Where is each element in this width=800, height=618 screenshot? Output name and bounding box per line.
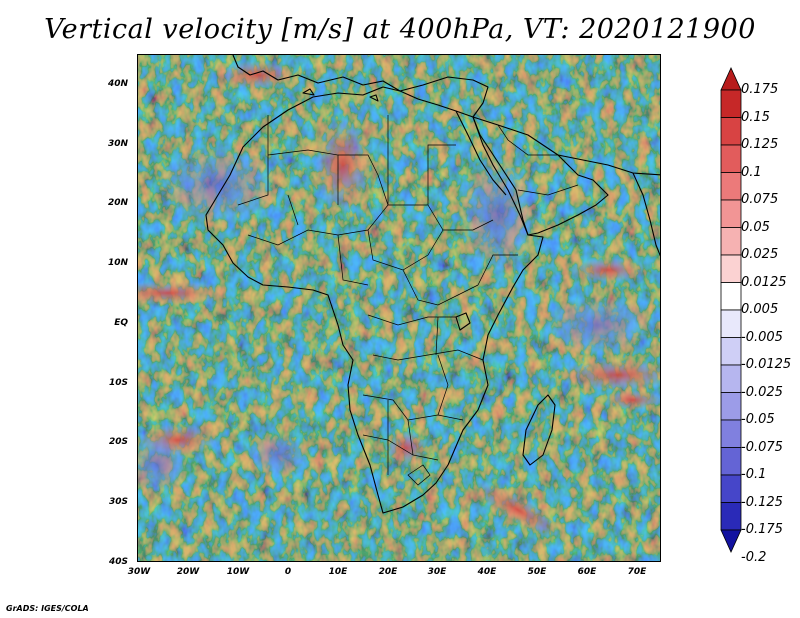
- colorbar-swatch: [720, 199, 742, 228]
- colorbar-swatch: [720, 474, 742, 503]
- colorbar-label: -0.2: [741, 549, 767, 565]
- downdraft-zone: [248, 433, 308, 477]
- lon-label-30w: 30W: [127, 567, 151, 577]
- updraft-zone: [138, 281, 228, 305]
- colorbar-swatch: [720, 309, 742, 338]
- map-title: Vertical velocity [m/s] at 400hPa, VT: 2…: [44, 14, 756, 45]
- iran-coastline: [557, 154, 660, 176]
- lon-label-0: 0: [284, 567, 292, 577]
- updraft-zone: [558, 359, 660, 391]
- map-panel[interactable]: [137, 54, 661, 562]
- vertical-velocity-field: [138, 55, 660, 561]
- colorbar-label: 0.1: [741, 164, 762, 180]
- colorbar-swatch: [720, 364, 742, 393]
- downdraft-zone: [458, 155, 538, 275]
- colorbar: [720, 67, 742, 553]
- colorbar-label: 0.025: [741, 247, 779, 262]
- colorbar-swatch: [720, 254, 742, 283]
- colorbar-label: -0.075: [741, 439, 783, 455]
- colorbar-label: 0.005: [741, 302, 779, 317]
- lat-label-30n: 30N: [107, 139, 128, 149]
- red-sea-coastline: [455, 110, 507, 196]
- grads-credit: GrADS: IGES/COLA: [6, 604, 89, 613]
- updraft-zone: [568, 258, 648, 282]
- lat-label-20n: 20N: [107, 198, 128, 208]
- colorbar-label: 0.125: [741, 137, 779, 152]
- lon-label-10e: 10E: [328, 567, 348, 577]
- madagascar-coastline: [522, 394, 556, 466]
- downdraft-zone: [543, 295, 653, 355]
- lon-label-40e: 40E: [477, 567, 497, 577]
- arabia-coastline: [472, 116, 609, 236]
- colorbar-label: -0.0125: [741, 357, 792, 372]
- updraft-zone: [218, 61, 298, 89]
- colorbar-label: 0.05: [741, 219, 770, 235]
- colorbar-swatch: [720, 392, 742, 421]
- colorbar-swatch: [720, 172, 742, 201]
- lat-label-30s: 30S: [108, 497, 128, 507]
- colorbar-swatch: [720, 419, 742, 448]
- colorbar-label: 0.0125: [741, 274, 787, 290]
- lon-label-20w: 20W: [176, 567, 200, 577]
- lat-label-40s: 40S: [108, 557, 128, 567]
- turkey-coastline: [399, 76, 489, 118]
- lat-label-10n: 10N: [107, 258, 128, 268]
- europe-coastline: [232, 55, 401, 92]
- colorbar-swatch: [720, 89, 742, 118]
- colorbar-swatch: [720, 337, 742, 366]
- india-coastline: [632, 172, 660, 257]
- africa-coastline: [205, 86, 544, 514]
- colorbar-swatch: [720, 447, 742, 476]
- colorbar-label: -0.1: [741, 467, 767, 482]
- lon-label-10w: 10W: [226, 567, 250, 577]
- updraft-zone: [603, 390, 660, 410]
- lat-label-40n: 40N: [107, 79, 128, 89]
- colorbar-swatch: [720, 502, 742, 531]
- lon-label-30e: 30E: [427, 567, 447, 577]
- colorbar-label: -0.125: [741, 494, 783, 510]
- colorbar-bottom-arrow: [720, 529, 742, 553]
- colorbar-top-arrow: [720, 67, 742, 91]
- downdraft-zone: [138, 435, 188, 495]
- colorbar-label: 0.175: [741, 82, 779, 97]
- updraft-zone: [315, 117, 371, 213]
- colorbar-label: -0.025: [741, 384, 783, 400]
- lat-label-eq: EQ: [114, 318, 128, 328]
- lon-label-50e: 50E: [527, 567, 547, 577]
- med-island: [302, 88, 315, 96]
- colorbar-swatch: [720, 144, 742, 173]
- colorbar-label: 0.075: [741, 192, 779, 207]
- lake-victoria: [455, 312, 471, 331]
- lon-label-20e: 20E: [378, 567, 398, 577]
- colorbar-label: -0.175: [741, 522, 783, 537]
- colorbar-swatch: [720, 227, 742, 256]
- coastlines: [205, 55, 660, 514]
- colorbar-label: -0.005: [741, 329, 783, 345]
- lat-label-10s: 10S: [108, 378, 128, 388]
- updraft-zone: [384, 430, 428, 466]
- lon-label-70e: 70E: [627, 567, 647, 577]
- colorbar-label: 0.15: [741, 109, 770, 125]
- colorbar-swatch: [720, 117, 742, 146]
- med-island: [369, 94, 379, 102]
- lat-label-20s: 20S: [108, 437, 128, 447]
- colorbar-swatch: [720, 282, 742, 311]
- updraft-zone: [474, 482, 562, 538]
- downdraft-zone: [158, 145, 278, 225]
- colorbar-label: -0.05: [741, 412, 775, 427]
- country-borders: [237, 115, 579, 486]
- lon-label-60e: 60E: [577, 567, 597, 577]
